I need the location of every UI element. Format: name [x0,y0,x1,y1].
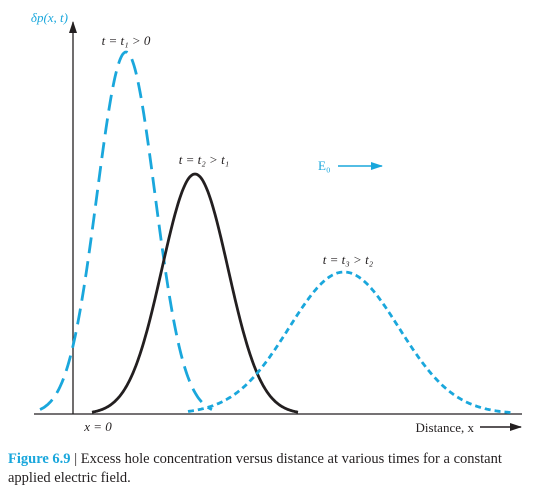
y-axis-label: δp(x, t) [31,10,68,25]
caption-separator: | [70,451,81,467]
curve-label-t2: t = t₂ > t₁ [179,152,229,167]
figure-diagram: δp(x, t) t = t₁ > 0 t = t₂ > t₁ t = t₃ >… [31,10,522,435]
x-axis-label: Distance, x [416,420,475,435]
curve-label-t3: t = t₃ > t₂ [323,252,374,267]
curve-t1-long-dashed [39,50,213,411]
curve-t2-solid [91,172,299,414]
caption-text: Excess hole concentration versus distanc… [8,451,502,486]
caption-figure-number: Figure 6.9 [8,451,71,467]
curve-label-t1: t = t₁ > 0 [102,33,151,48]
figure-caption: Figure 6.9 | Excess hole concentration v… [8,450,528,488]
curve-t3-short-dashed [187,270,515,415]
origin-label: x = 0 [83,419,112,434]
field-label: E₀ [318,158,330,173]
